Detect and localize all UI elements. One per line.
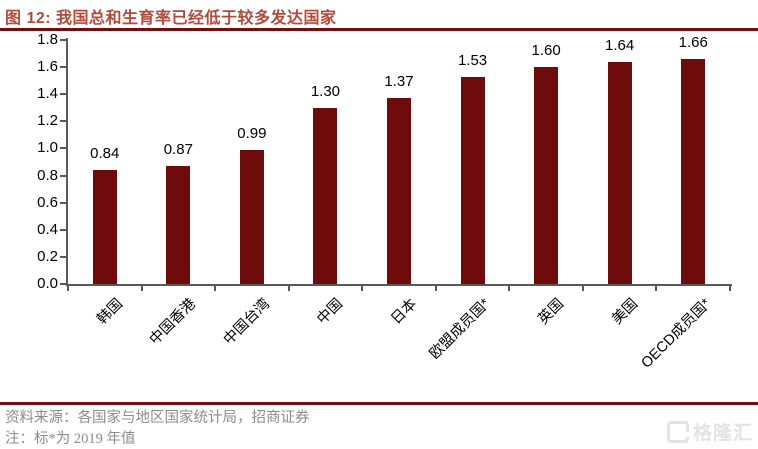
y-tick-mark	[60, 93, 67, 96]
bar	[387, 98, 411, 284]
footer-notes: 资料来源：各国家与地区国家统计局，招商证券 注：标*为 2019 年值	[5, 408, 310, 449]
x-category-label: 日本	[388, 295, 421, 328]
x-tick-mark	[287, 285, 290, 291]
asterisk-note: 注：标*为 2019 年值	[5, 431, 136, 447]
y-tick-label: 0.2	[37, 247, 58, 265]
bar	[534, 67, 559, 284]
x-tick-mark	[67, 285, 69, 291]
y-tick-label: 0.0	[37, 275, 58, 292]
y-tick-mark	[60, 120, 67, 123]
x-tick-mark	[729, 285, 731, 291]
footer-divider	[0, 402, 758, 405]
bar	[681, 58, 706, 284]
x-category-label: 英国	[535, 295, 568, 328]
y-tick-label: 0.6	[37, 193, 58, 211]
x-tick-mark	[655, 285, 658, 291]
x-category-label: 韩国	[94, 295, 126, 328]
gelonghui-watermark: 格隆汇	[666, 418, 753, 445]
x-category-label: 中国	[314, 295, 347, 328]
x-category-label: 美国	[608, 295, 641, 328]
x-tick-mark	[361, 285, 364, 291]
title-underline	[0, 28, 758, 31]
bar-value-label: 1.30	[310, 82, 341, 100]
source-note: 资料来源：各国家与地区国家统计局，招商证券	[5, 410, 310, 426]
bar	[239, 149, 264, 284]
y-axis-line	[66, 38, 68, 286]
bar	[607, 61, 632, 284]
y-tick-label: 0.4	[37, 220, 58, 238]
gelonghui-logo-icon	[666, 420, 689, 443]
y-tick-mark	[60, 174, 67, 177]
x-tick-mark	[214, 285, 217, 291]
bar-value-label: 0.87	[163, 141, 193, 159]
x-tick-mark	[140, 285, 143, 291]
y-tick-mark	[60, 66, 67, 69]
bar-value-label: 0.99	[237, 124, 267, 142]
x-category-label: 中国台湾	[220, 295, 274, 349]
x-category-label: 欧盟成员国*	[427, 295, 494, 363]
bar-value-label: 1.37	[384, 73, 414, 91]
x-category-label: 中国香港	[147, 295, 200, 349]
y-tick-mark	[60, 283, 67, 285]
bar-value-label: 1.64	[605, 36, 635, 54]
y-tick-label: 1.4	[37, 85, 58, 103]
x-axis-line	[66, 284, 732, 286]
x-tick-mark	[434, 285, 437, 291]
y-tick-mark	[60, 147, 67, 150]
bar-value-label: 1.53	[457, 51, 488, 69]
x-tick-mark	[581, 285, 584, 291]
bar	[460, 76, 485, 284]
x-category-label: OECD成员国*	[638, 295, 715, 372]
bar-value-label: 1.60	[531, 42, 561, 60]
bar	[166, 166, 191, 284]
y-tick-mark	[60, 228, 67, 231]
y-tick-label: 0.8	[37, 166, 58, 184]
bar-value-label: 0.84	[90, 145, 120, 163]
y-tick-label: 1.6	[37, 58, 58, 76]
x-tick-mark	[508, 285, 511, 291]
y-tick-label: 1.2	[37, 112, 58, 130]
bar-value-label: 1.66	[678, 33, 708, 51]
chart-title: 图 12: 我国总和生育率已经低于较多发达国家	[5, 10, 337, 27]
y-tick-mark	[60, 255, 67, 258]
y-tick-label: 1.8	[37, 31, 58, 48]
y-tick-label: 1.0	[37, 139, 58, 157]
bar	[313, 107, 338, 284]
bar	[92, 170, 117, 284]
y-tick-mark	[60, 39, 67, 41]
y-tick-mark	[60, 201, 67, 204]
gelonghui-logo-text: 格隆汇	[692, 423, 753, 444]
